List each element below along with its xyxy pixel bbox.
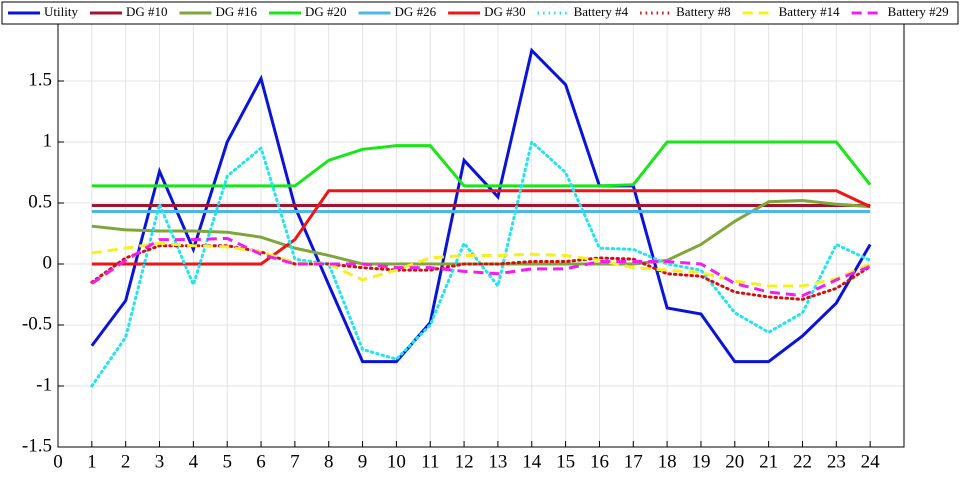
x-tick-label: 15 <box>556 451 575 472</box>
x-tick-label: 18 <box>658 451 677 472</box>
legend-label: DG #20 <box>305 4 347 19</box>
x-tick-label: 3 <box>155 451 165 472</box>
x-tick-label: 17 <box>624 451 643 472</box>
x-tick-label: 24 <box>861 451 881 472</box>
x-tick-label: 23 <box>827 451 846 472</box>
x-tick-label: 7 <box>290 451 300 472</box>
y-tick-label: -1 <box>36 374 52 395</box>
legend-label: DG #10 <box>126 4 168 19</box>
series-line <box>91 241 871 288</box>
y-tick-label: -1.5 <box>22 435 52 456</box>
x-tick-label: 10 <box>387 451 406 472</box>
x-tick-label: 16 <box>590 451 609 472</box>
x-tick-label: 22 <box>793 451 812 472</box>
legend-label: DG #16 <box>215 4 257 19</box>
x-tick-label: 5 <box>222 451 232 472</box>
series-line <box>90 236 871 298</box>
x-tick-label: 14 <box>522 451 542 472</box>
y-tick-label: 0 <box>43 252 53 273</box>
legend-label: Utility <box>44 4 78 19</box>
x-tick-label: 0 <box>53 451 63 472</box>
y-tick-label: -0.5 <box>22 313 52 334</box>
x-tick-label: 1 <box>87 451 97 472</box>
x-tick-label: 20 <box>725 451 744 472</box>
y-tick-label: 1 <box>43 130 53 151</box>
legend: Utility DG #10 DG #16 DG #20 DG #26 DG #30 Bat… <box>1 1 959 25</box>
y-tick-label: 0.5 <box>28 191 52 212</box>
series-line <box>91 140 872 188</box>
x-tick-label: 11 <box>421 451 439 472</box>
x-tick-label: 13 <box>488 451 507 472</box>
legend-label: Battery #8 <box>676 4 731 19</box>
x-tick-label: 6 <box>256 451 266 472</box>
x-tick-label: 8 <box>324 451 334 472</box>
legend-label: DG #30 <box>484 4 526 19</box>
x-tick-label: 4 <box>189 451 199 472</box>
y-tick-label: 1.5 <box>28 69 52 90</box>
legend-label: DG #26 <box>395 4 437 19</box>
legend-label: Battery #14 <box>779 4 841 19</box>
x-tick-label: 19 <box>691 451 710 472</box>
series-line <box>90 47 872 364</box>
x-tick-label: 12 <box>455 451 474 472</box>
legend-label: Battery #29 <box>888 4 949 19</box>
legend-label: Battery #4 <box>574 4 629 19</box>
x-tick-label: 2 <box>121 451 131 472</box>
x-tick-label: 9 <box>358 451 368 472</box>
x-tick-label: 21 <box>759 451 778 472</box>
series-line <box>91 189 871 266</box>
